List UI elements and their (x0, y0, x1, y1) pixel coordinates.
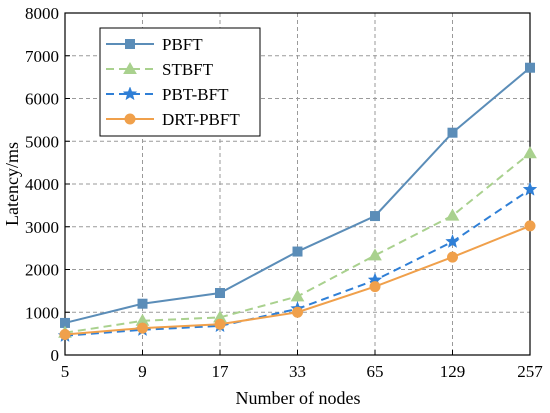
data-point-drt-pbft (137, 322, 148, 334)
x-tick-label: 65 (367, 362, 384, 381)
x-tick-label: 9 (138, 362, 147, 381)
series-drt-pbft (59, 220, 536, 340)
x-tick-label: 17 (212, 362, 230, 381)
data-point-stbft (523, 146, 537, 159)
data-point-pbft (525, 62, 535, 73)
y-tick-label: 6000 (25, 90, 59, 109)
legend: PBFT STBFT PBT-BFT DRT-PBFT (99, 27, 261, 137)
x-tick-label: 33 (289, 362, 306, 381)
data-point-pbft (447, 127, 458, 138)
data-point-drt-pbft (369, 281, 381, 293)
y-axis-title: Latency/ms (2, 142, 22, 226)
legend-label-stbft: STBFT (162, 60, 214, 79)
data-point-stbft (290, 289, 305, 302)
legend-label-pbt-bft: PBT-BFT (162, 85, 229, 104)
legend-label-pbft: PBFT (162, 35, 203, 54)
y-tick-label: 5000 (25, 132, 59, 151)
series-pbft (60, 62, 535, 328)
legend-marker-pbft (125, 39, 135, 49)
axis-ticks: 5 9 17 33 65 129 257 0 1000 2000 3000 4000 5000 6000 7… (25, 4, 543, 381)
legend-marker-stbft (123, 61, 137, 74)
data-point-pbft (292, 246, 303, 257)
data-point-drt-pbft (447, 251, 458, 263)
x-axis-title: Number of nodes (236, 388, 361, 408)
data-point-pbft (137, 298, 148, 309)
data-point-stbft (445, 208, 460, 221)
y-tick-label: 8000 (25, 4, 59, 23)
data-point-pbt-bft (522, 181, 538, 196)
x-tick-label: 5 (61, 362, 70, 381)
legend-marker-pbt-bft (122, 86, 138, 101)
y-tick-label: 4000 (25, 175, 59, 194)
data-point-pbt-bft (445, 234, 460, 248)
y-tick-label: 7000 (25, 47, 59, 66)
data-point-stbft (368, 248, 382, 261)
data-point-drt-pbft (524, 220, 536, 232)
y-tick-label: 3000 (25, 218, 59, 237)
data-point-pbft (370, 211, 380, 222)
y-tick-label: 2000 (25, 261, 59, 280)
x-tick-label: 257 (517, 362, 543, 381)
x-tick-label: 129 (440, 362, 466, 381)
data-point-drt-pbft (214, 318, 226, 330)
y-tick-label: 0 (51, 346, 60, 365)
data-point-pbft (215, 288, 225, 299)
data-point-drt-pbft (292, 306, 303, 318)
legend-marker-drt-pbft (124, 113, 136, 125)
y-tick-label: 1000 (25, 303, 59, 322)
data-point-drt-pbft (59, 328, 71, 340)
series-group (57, 62, 538, 342)
legend-label-drt-pbft: DRT-PBFT (162, 110, 240, 129)
